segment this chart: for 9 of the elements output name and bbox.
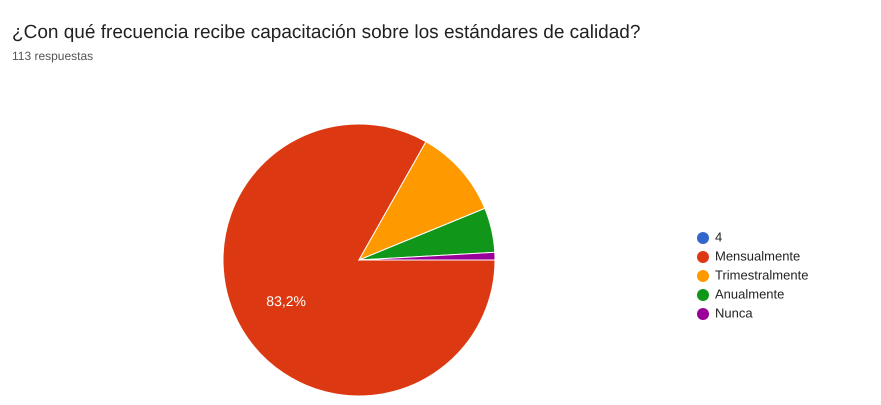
- pie-slice: [222, 124, 496, 396]
- legend-label: Nunca: [715, 305, 754, 320]
- legend-label: 4: [715, 229, 722, 244]
- legend-label: Mensualmente: [715, 248, 800, 264]
- text: 113 respuestas: [12, 49, 94, 63]
- legend-label: Anualmente: [715, 286, 784, 302]
- data-label: 83,2%: [266, 293, 306, 310]
- legend-label: Trimestralmente: [715, 267, 808, 282]
- chart-title: ¿Con qué frecuencia recibe capacitación sobre los estándares de calidad?: [12, 22, 640, 43]
